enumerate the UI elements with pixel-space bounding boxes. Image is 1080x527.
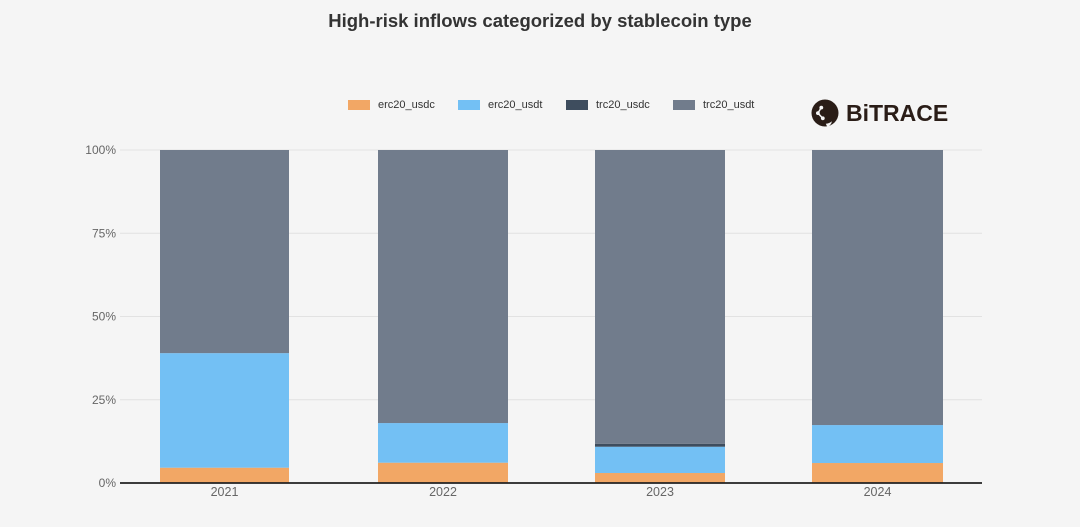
svg-text:100%: 100% <box>85 143 116 157</box>
svg-text:75%: 75% <box>92 226 116 240</box>
svg-text:0%: 0% <box>99 476 117 490</box>
svg-text:2021: 2021 <box>211 485 239 499</box>
svg-text:25%: 25% <box>92 393 116 407</box>
svg-text:2024: 2024 <box>864 485 892 499</box>
svg-text:2022: 2022 <box>429 485 457 499</box>
svg-text:2023: 2023 <box>646 485 674 499</box>
svg-text:50%: 50% <box>92 310 116 324</box>
